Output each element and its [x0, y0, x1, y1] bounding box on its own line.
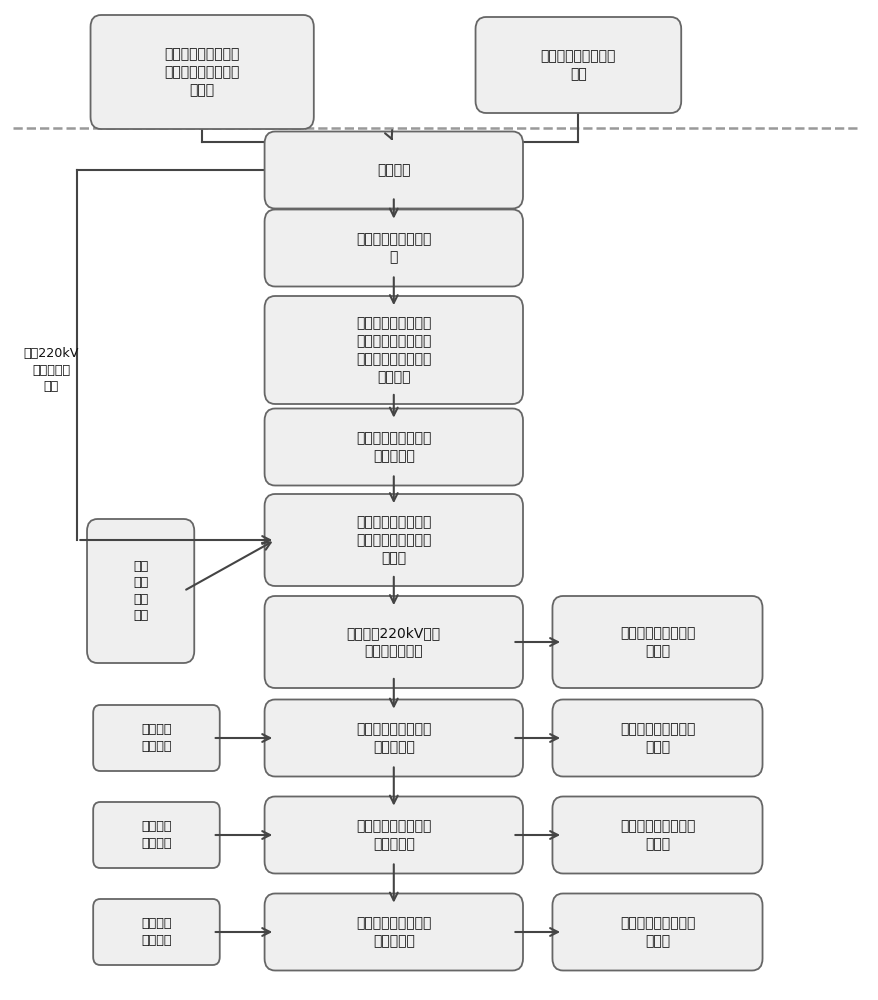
- Text: 负荷分类、负荷实测
数据: 负荷分类、负荷实测 数据: [540, 49, 615, 81]
- Text: 按照统计
频度循环: 按照统计 频度循环: [141, 820, 171, 850]
- Text: 按照
统计
频度
循环: 按照 统计 频度 循环: [133, 560, 148, 622]
- FancyBboxPatch shape: [264, 700, 522, 776]
- Text: 综合计算全省负荷趋
势关键参数: 综合计算全省负荷趋 势关键参数: [356, 819, 431, 851]
- Text: 输出负荷节点趋势分
析结果: 输出负荷节点趋势分 析结果: [619, 626, 694, 658]
- Text: 按照统计
频度循环: 按照统计 频度循环: [141, 723, 171, 753]
- FancyBboxPatch shape: [93, 899, 220, 965]
- Text: 输出供电区域网络拓
扑分析结果: 输出供电区域网络拓 扑分析结果: [356, 431, 431, 463]
- FancyBboxPatch shape: [87, 519, 194, 663]
- FancyBboxPatch shape: [551, 796, 761, 874]
- Text: 数据处理: 数据处理: [377, 163, 410, 177]
- FancyBboxPatch shape: [475, 17, 680, 113]
- FancyBboxPatch shape: [264, 131, 522, 209]
- Text: 电网模型、网络拓扑
图形、实时数据、方
式数据: 电网模型、网络拓扑 图形、实时数据、方 式数据: [164, 47, 240, 97]
- Text: 利用供电区域网络拓
扑结果，聚合计算负
荷数据: 利用供电区域网络拓 扑结果，聚合计算负 荷数据: [356, 515, 431, 565]
- FancyBboxPatch shape: [93, 802, 220, 868]
- FancyBboxPatch shape: [551, 894, 761, 970]
- FancyBboxPatch shape: [264, 596, 522, 688]
- Text: 输出全市负荷趋势分
析结果: 输出全市负荷趋势分 析结果: [619, 722, 694, 754]
- Text: 输出全网负荷趋势分
析结果: 输出全网负荷趋势分 析结果: [619, 916, 694, 948]
- Text: 按照统计
频度循环: 按照统计 频度循环: [141, 917, 171, 947]
- Text: 输出全省负荷趋势分
析结果: 输出全省负荷趋势分 析结果: [619, 819, 694, 851]
- FancyBboxPatch shape: [264, 796, 522, 874]
- Text: 综合计算全网负荷趋
势关键参数: 综合计算全网负荷趋 势关键参数: [356, 916, 431, 948]
- FancyBboxPatch shape: [551, 700, 761, 776]
- FancyBboxPatch shape: [90, 15, 313, 129]
- FancyBboxPatch shape: [264, 494, 522, 586]
- FancyBboxPatch shape: [264, 409, 522, 486]
- Text: 按照220kV
变电站列表
循环: 按照220kV 变电站列表 循环: [23, 347, 79, 393]
- FancyBboxPatch shape: [93, 705, 220, 771]
- Text: 基于网络拓扑图形、
基于基准运行方式数
据分析供电区域网络
拓扑结构: 基于网络拓扑图形、 基于基准运行方式数 据分析供电区域网络 拓扑结构: [356, 316, 431, 384]
- Text: 生成基准运行方式数
据: 生成基准运行方式数 据: [356, 232, 431, 264]
- FancyBboxPatch shape: [551, 596, 761, 688]
- FancyBboxPatch shape: [264, 894, 522, 970]
- FancyBboxPatch shape: [264, 210, 522, 286]
- Text: 综合计算220kV变电
站负荷特征参数: 综合计算220kV变电 站负荷特征参数: [346, 626, 441, 658]
- Text: 综合计算全市负荷趋
势关键参数: 综合计算全市负荷趋 势关键参数: [356, 722, 431, 754]
- FancyBboxPatch shape: [264, 296, 522, 404]
